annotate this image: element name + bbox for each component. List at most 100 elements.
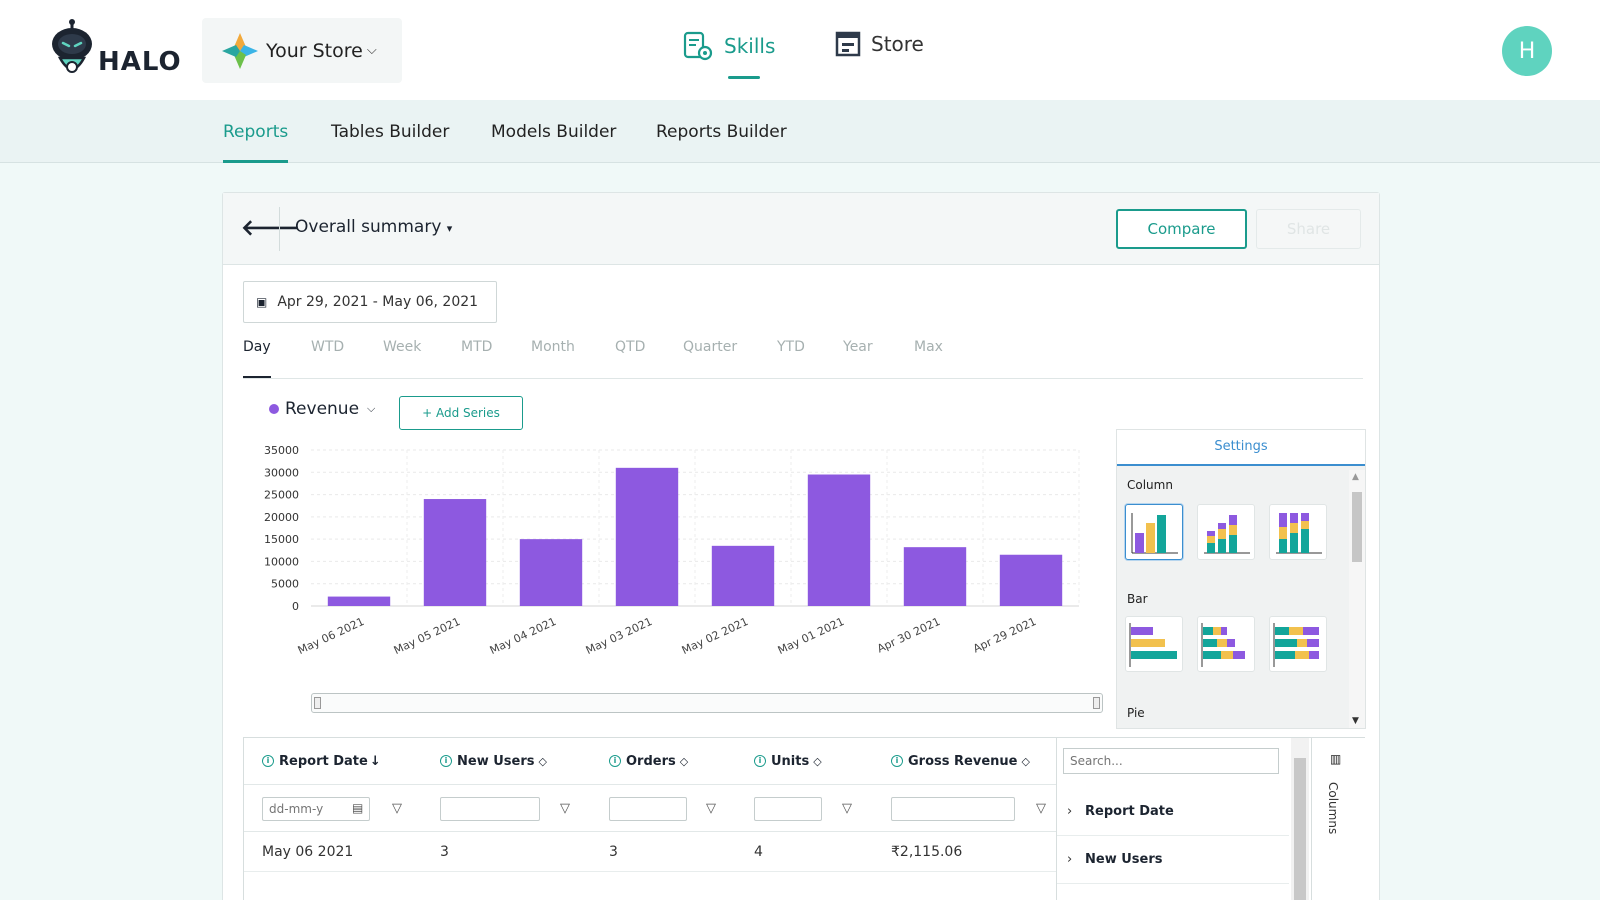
column-header-orders[interactable]: i Orders ◇ [609,738,688,784]
stacked-column-icon [1204,515,1250,554]
period-max[interactable]: Max [914,339,943,355]
halo-logo[interactable]: HALO [50,18,182,82]
column-chart-option[interactable] [1125,504,1183,560]
filter-row: ▤ ▽ ▽ ▽ ▽ ▽ [244,784,1056,832]
column-item-new-users[interactable]: › New Users [1057,836,1289,884]
filter-icon[interactable]: ▽ [1036,801,1046,816]
tool-panel-scrollbar[interactable] [1291,738,1309,900]
period-mtd[interactable]: MTD [461,339,493,355]
series-selector[interactable]: Revenue ⌵ [269,399,375,419]
column-header-units[interactable]: i Units ◇ [754,738,822,784]
revenue-bar [999,554,1063,606]
y-tick-label: 30000 [264,466,299,479]
info-icon: i [262,755,274,767]
back-arrow-icon[interactable]: 🡐 [241,216,300,241]
column-header-report-date[interactable]: i Report Date ↓ [262,738,381,784]
period-month[interactable]: Month [531,339,575,355]
date-range-picker[interactable]: ▣ Apr 29, 2021 - May 06, 2021 [243,281,497,323]
period-wtd[interactable]: WTD [311,339,345,355]
column-header-new-users[interactable]: i New Users ◇ [440,738,547,784]
nav-skills[interactable]: Skills [682,30,775,79]
columns-side-tab[interactable]: ▥ Columns [1311,738,1367,900]
calendar-icon[interactable]: ▤ [352,801,364,815]
cell-new-users: 3 [440,844,449,860]
x-tick-label: May 06 2021 [296,615,367,657]
nav-store-label: Store [871,32,924,56]
filter-icon[interactable]: ▽ [392,801,402,816]
stacked-column-option[interactable] [1197,504,1255,560]
store-switcher[interactable]: Your Store ⌵ [202,18,402,83]
column-item-report-date[interactable]: › Report Date [1057,788,1289,836]
cell-gross-revenue: ₹2,115.06 [891,844,963,860]
store-icon [835,31,861,57]
tab-reports-builder[interactable]: Reports Builder [656,122,787,142]
chart-range-scrollbar[interactable] [311,693,1103,713]
period-quarter[interactable]: Quarter [683,339,738,355]
user-avatar[interactable]: H [1502,26,1552,76]
column-label: Orders [626,753,676,769]
nav-store[interactable]: Store [835,30,924,58]
range-end-handle[interactable] [1093,697,1100,709]
cell-report-date: May 06 2021 [262,844,354,860]
revenue-bar [615,467,679,606]
sort-icon: ◇ [538,754,547,768]
range-start-handle[interactable] [314,697,321,709]
scroll-down-icon[interactable]: ▼ [1352,716,1359,726]
period-qtd[interactable]: QTD [615,339,646,355]
tab-models-builder[interactable]: Models Builder [491,122,617,142]
period-ytd[interactable]: YTD [777,339,805,355]
calendar-icon: ▣ [256,295,268,309]
filter-icon[interactable]: ▽ [842,801,852,816]
share-button[interactable]: Share [1256,209,1361,249]
orders-filter-input[interactable] [609,797,687,821]
x-tick-label: May 03 2021 [584,615,655,657]
gross-revenue-filter-input[interactable] [891,797,1015,821]
percent-bar-option[interactable] [1269,616,1327,672]
sub-navigation: Reports Tables Builder Models Builder Re… [0,100,1600,163]
revenue-bar-chart: 0 5000 10000 15000 20000 25000 30000 35000 May 0… [264,444,1080,657]
scroll-thumb[interactable] [1352,492,1362,562]
columns-icon: ▥ [1330,752,1342,766]
settings-tab[interactable]: Settings [1117,430,1365,466]
store-name: Your Store [266,39,363,62]
active-indicator [728,76,760,79]
y-tick-label: 20000 [264,511,299,524]
revenue-bar [423,499,487,606]
series-color-dot [269,404,279,414]
sort-icon: ◇ [1021,754,1030,768]
info-icon: i [754,755,766,767]
tab-tables-builder[interactable]: Tables Builder [331,122,450,142]
column-header-gross-revenue[interactable]: i Gross Revenue ◇ [891,738,1030,784]
date-filter-input[interactable] [262,797,370,821]
report-selector[interactable]: Overall summary ▾ [295,217,452,237]
info-icon: i [440,755,452,767]
compare-button[interactable]: Compare [1116,209,1247,249]
revenue-bar [327,596,391,606]
period-tabs: Day WTD Week MTD Month QTD Quarter YTD Y… [243,339,1363,379]
y-tick-label: 25000 [264,489,299,502]
stacked-bar-option[interactable] [1197,616,1255,672]
tab-reports[interactable]: Reports [223,122,289,163]
column-label: Gross Revenue [908,753,1018,769]
x-tick-label: May 01 2021 [776,615,847,657]
column-label: New Users [457,753,535,769]
settings-scrollbar[interactable]: ▲ ▼ [1349,470,1365,728]
scroll-thumb[interactable] [1294,758,1306,900]
cell-orders: 3 [609,844,618,860]
percent-column-option[interactable] [1269,504,1327,560]
scroll-up-icon[interactable]: ▲ [1352,472,1359,482]
period-week[interactable]: Week [383,339,422,355]
period-year[interactable]: Year [843,339,873,355]
x-tick-label: Apr 30 2021 [875,615,942,656]
add-series-button[interactable]: + Add Series [399,396,523,430]
filter-icon[interactable]: ▽ [560,801,570,816]
period-day[interactable]: Day [243,339,271,378]
filter-icon[interactable]: ▽ [706,801,716,816]
date-range-value: Apr 29, 2021 - May 06, 2021 [277,294,479,310]
units-filter-input[interactable] [754,797,822,821]
table-row[interactable]: May 06 2021 3 3 4 ₹2,115.06 [244,832,1056,872]
column-chart-icon [1131,513,1178,554]
bar-chart-option[interactable] [1125,616,1183,672]
new-users-filter-input[interactable] [440,797,540,821]
columns-search-input[interactable] [1063,748,1279,774]
